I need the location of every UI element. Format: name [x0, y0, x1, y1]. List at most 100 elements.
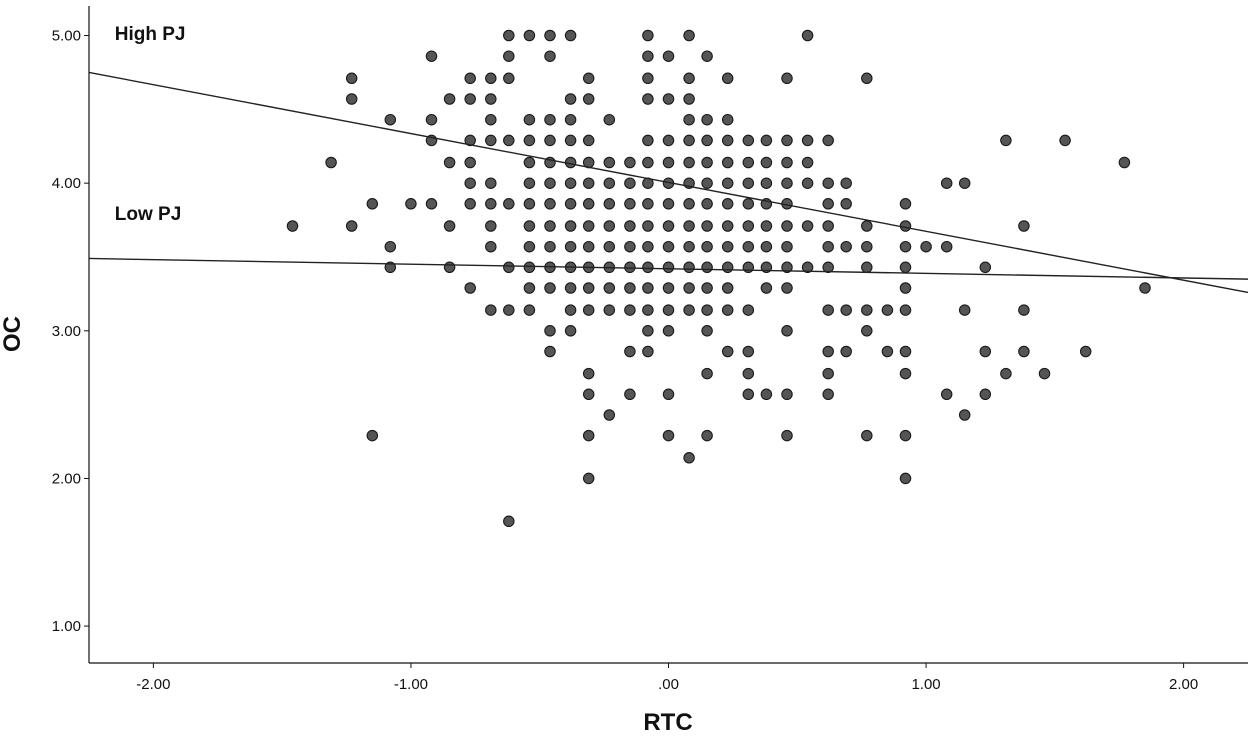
data-point: [564, 325, 577, 337]
data-point: [485, 177, 497, 189]
data-point: [899, 472, 912, 485]
data-point: [544, 113, 556, 126]
data-point: [662, 388, 675, 401]
data-point: [564, 220, 577, 232]
data-point: [701, 367, 713, 380]
data-point: [940, 240, 953, 253]
data-point: [861, 429, 873, 442]
data-point: [564, 282, 577, 294]
data-point: [781, 261, 793, 274]
data-point: [345, 93, 358, 105]
data-point: [1000, 367, 1012, 380]
data-point: [822, 304, 834, 316]
data-point: [822, 134, 834, 147]
data-point: [701, 50, 713, 62]
data-point: [624, 240, 636, 253]
data-point: [603, 113, 616, 126]
data-point: [781, 220, 793, 232]
data-point: [384, 240, 397, 253]
data-point: [1000, 134, 1012, 147]
data-point: [701, 429, 713, 442]
data-point: [801, 134, 814, 147]
data-point: [582, 429, 595, 442]
data-point: [683, 452, 695, 464]
data-point: [683, 220, 695, 232]
data-point: [485, 240, 497, 253]
data-point: [721, 72, 734, 85]
data-point: [503, 29, 515, 42]
data-point: [861, 240, 873, 253]
data-point: [544, 134, 556, 147]
data-point: [624, 198, 636, 210]
data-point: [683, 93, 695, 105]
data-point: [544, 345, 556, 358]
data-point: [1038, 367, 1051, 380]
data-point: [840, 177, 852, 189]
data-point: [624, 345, 636, 358]
data-point: [781, 240, 793, 253]
data-point: [582, 72, 595, 85]
data-point: [760, 388, 773, 401]
data-point: [642, 325, 654, 337]
data-point: [425, 198, 438, 210]
data-point: [920, 240, 932, 253]
data-point: [881, 304, 894, 316]
data-point: [683, 156, 695, 169]
x-axis-title: RTC: [643, 709, 692, 736]
data-point: [701, 304, 713, 316]
data-point: [861, 261, 873, 274]
data-point: [582, 198, 595, 210]
data-point: [861, 325, 873, 337]
data-point: [840, 345, 852, 358]
data-point: [384, 261, 397, 274]
data-point: [564, 304, 577, 316]
data-point: [523, 29, 536, 42]
data-point: [742, 177, 755, 189]
data-point: [464, 177, 476, 189]
data-point: [642, 345, 654, 358]
data-point: [662, 50, 675, 62]
data-point: [582, 177, 595, 189]
data-point: [624, 261, 636, 274]
data-point: [642, 134, 654, 147]
data-point: [742, 134, 755, 147]
data-point: [1079, 345, 1092, 358]
data-point: [683, 113, 695, 126]
data-point: [642, 93, 654, 105]
data-point: [701, 325, 713, 337]
data-point: [503, 261, 515, 274]
data-point: [742, 198, 755, 210]
data-point: [642, 261, 654, 274]
data-point: [582, 282, 595, 294]
data-point: [523, 156, 536, 169]
x-tick-label: -2.00: [136, 676, 170, 693]
data-point: [544, 282, 556, 294]
data-point: [464, 156, 476, 169]
data-point: [464, 198, 476, 210]
data-point: [822, 345, 834, 358]
data-point: [760, 156, 773, 169]
data-point: [701, 134, 713, 147]
data-point: [523, 220, 536, 232]
data-point: [1118, 156, 1131, 169]
data-point: [564, 198, 577, 210]
data-point: [662, 220, 675, 232]
data-point: [366, 429, 379, 442]
y-tick-label: 1.00: [52, 618, 81, 635]
data-point: [286, 220, 299, 232]
data-point: [721, 345, 734, 358]
data-point: [979, 345, 992, 358]
data-point: [582, 367, 595, 380]
data-point: [503, 198, 515, 210]
data-point: [721, 177, 734, 189]
data-point: [443, 261, 456, 274]
data-point: [425, 113, 438, 126]
data-point: [822, 261, 834, 274]
data-point: [899, 304, 912, 316]
data-point: [958, 177, 971, 189]
data-point: [425, 50, 438, 62]
data-point: [760, 240, 773, 253]
data-point: [564, 240, 577, 253]
data-point: [683, 29, 695, 42]
data-point: [485, 134, 497, 147]
